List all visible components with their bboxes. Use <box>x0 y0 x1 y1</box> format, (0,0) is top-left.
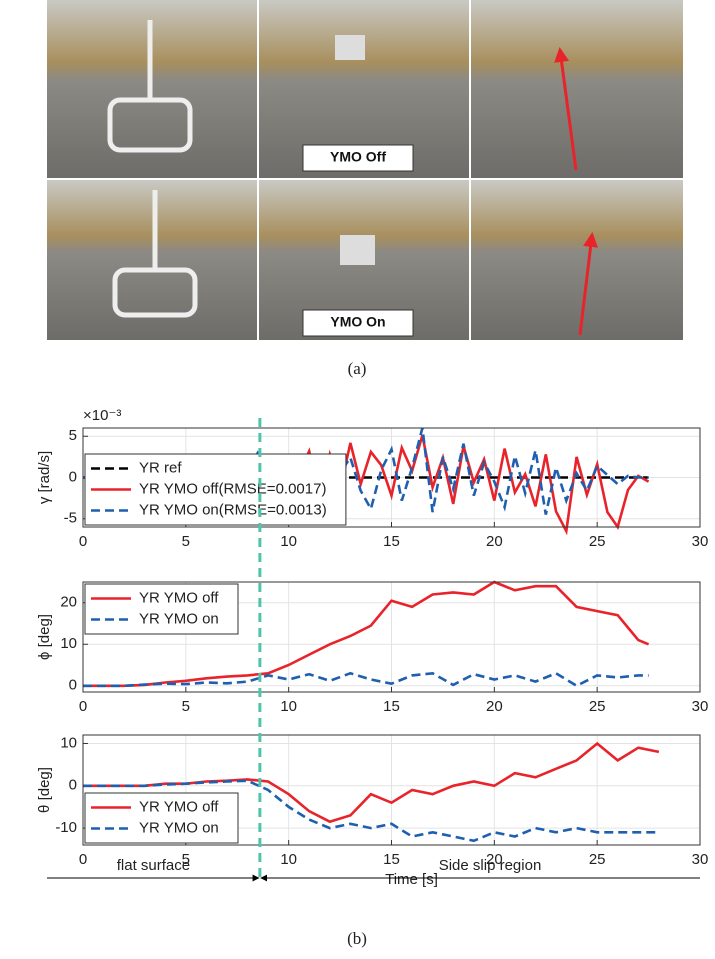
x-tick-label: 25 <box>589 851 606 868</box>
x-tick-label: 10 <box>280 698 297 715</box>
series-line <box>83 779 659 843</box>
x-tick-label: 10 <box>280 851 297 868</box>
x-tick-label: 15 <box>383 851 400 868</box>
robot <box>107 20 198 318</box>
legend-label: YR YMO on <box>139 610 219 627</box>
legend-label: YR YMO off <box>139 589 219 606</box>
photo-label: YMO Off <box>330 149 386 165</box>
axes-box <box>82 427 701 528</box>
legend-label: YR YMO on(RMSE=0.0013) <box>139 501 327 518</box>
region-label: Side slip region <box>439 857 542 874</box>
x-tick-label: 0 <box>79 698 87 715</box>
x-tick-label: 20 <box>486 851 503 868</box>
axes-box <box>82 581 701 693</box>
label-box <box>302 309 414 337</box>
series-line <box>83 671 649 688</box>
x-tick-label: 20 <box>486 698 503 715</box>
caption: (b) <box>347 929 367 948</box>
x-tick-label: 5 <box>182 698 190 715</box>
legend-box <box>84 792 239 844</box>
x-tick-label: 5 <box>182 851 190 868</box>
series-line <box>83 580 650 688</box>
y-tick-label: -10 <box>55 819 77 836</box>
x-tick-label: 0 <box>79 533 87 550</box>
y-axis-label: θ [deg] <box>36 767 53 813</box>
y-tick-label: -5 <box>64 510 77 527</box>
x-tick-label: 15 <box>383 533 400 550</box>
y-tick-label: 0 <box>69 777 77 794</box>
robot <box>340 235 375 265</box>
photo <box>471 180 683 340</box>
y-tick-label: 5 <box>69 427 77 444</box>
x-tick-label: 25 <box>589 533 606 550</box>
x-tick-label: 5 <box>182 533 190 550</box>
x-tick-label: 30 <box>692 851 709 868</box>
x-tick-label: 15 <box>383 698 400 715</box>
x-tick-label: 30 <box>692 698 709 715</box>
y-axis-label: γ [rad/s] <box>36 451 53 504</box>
legend-label: YR YMO off <box>139 798 219 815</box>
x-axis-label: Time [s] <box>385 871 438 888</box>
y-tick-label: 20 <box>60 594 77 611</box>
x-tick-label: 20 <box>486 533 503 550</box>
x-tick-label: 25 <box>589 698 606 715</box>
photo-label: YMO On <box>330 314 385 330</box>
legend-label: YR YMO on <box>139 819 219 836</box>
x-tick-label: 0 <box>79 851 87 868</box>
path-arrow <box>554 47 578 171</box>
axes-box <box>82 734 701 846</box>
y-tick-label: 10 <box>60 635 77 652</box>
y-tick-label: 0 <box>69 677 77 694</box>
y-tick-label: 10 <box>60 734 77 751</box>
label-box <box>302 144 414 172</box>
region-label: flat surface <box>117 857 190 874</box>
axis-multiplier: ×10⁻³ <box>83 407 121 424</box>
y-tick-label: 0 <box>69 468 77 485</box>
caption: (a) <box>348 359 367 378</box>
robot <box>335 35 365 60</box>
series-line <box>83 741 660 824</box>
y-axis-label: ϕ [deg] <box>36 614 53 660</box>
x-tick-label: 10 <box>280 533 297 550</box>
photo <box>471 0 683 178</box>
path-arrow <box>578 232 599 336</box>
legend-box <box>84 583 239 635</box>
legend-label: YR ref <box>139 459 182 476</box>
legend-label: YR YMO off(RMSE=0.0017) <box>139 480 326 497</box>
x-tick-label: 30 <box>692 533 709 550</box>
photo-grid: YMO Off YMO On <box>47 0 683 340</box>
